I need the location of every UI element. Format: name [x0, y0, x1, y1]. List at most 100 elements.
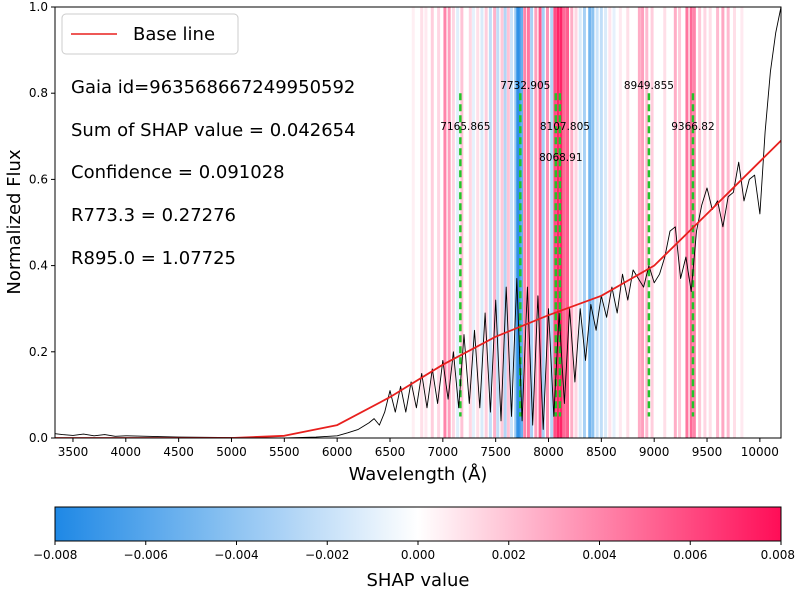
shap-band — [553, 7, 557, 438]
legend-baseline-label: Base line — [133, 24, 215, 45]
y-tick-label: 1.0 — [29, 0, 48, 14]
shap-band — [496, 7, 500, 438]
shap-band — [516, 7, 520, 438]
y-tick-label: 0.6 — [29, 172, 48, 186]
shap-band — [703, 7, 707, 438]
y-tick-label: 0.4 — [29, 259, 48, 273]
shap-band — [550, 7, 554, 438]
shap-band — [517, 7, 521, 438]
shap-band — [566, 7, 570, 438]
shap-band — [493, 7, 497, 438]
important-wavelength-label: 8949.855 — [624, 80, 674, 92]
shap-band — [637, 7, 641, 438]
x-tick-label: 9500 — [692, 445, 723, 459]
shap-band — [510, 7, 514, 438]
shap-band — [541, 7, 545, 438]
y-tick-label: 0.8 — [29, 86, 48, 100]
x-axis-ticks: 3500 4000 4500 5000 5500 6000 6500 7000 7500 8000… — [58, 438, 779, 459]
x-tick-label: 8500 — [586, 445, 617, 459]
shap-band — [506, 7, 510, 438]
shap-band — [456, 7, 460, 438]
colorbar-tick-label: −0.002 — [305, 548, 349, 562]
colorbar-tick-label: 0.006 — [673, 548, 707, 562]
shap-band — [471, 7, 475, 438]
baseline-curve — [55, 139, 781, 438]
shap-band — [480, 7, 484, 438]
legend-box — [61, 13, 239, 55]
shap-band — [692, 7, 696, 438]
shap-band — [523, 7, 527, 438]
shap-band — [451, 7, 455, 438]
shap-band — [514, 7, 518, 438]
colorbar-tick-label: −0.006 — [124, 548, 168, 562]
important-wavelength-label: 8107.805 — [540, 121, 590, 133]
shap-band — [641, 7, 645, 438]
x-tick-label: 5500 — [269, 445, 300, 459]
colorbar-tick-label: −0.004 — [214, 548, 258, 562]
shap-band — [604, 7, 608, 438]
shap-band — [726, 7, 730, 438]
shap-band — [721, 7, 725, 438]
shap-band — [618, 7, 622, 438]
shap-band — [733, 7, 737, 438]
shap-band — [500, 7, 504, 438]
shap-band — [650, 7, 654, 438]
annotation-r895: R895.0 = 1.07725 — [71, 248, 236, 269]
colorbar-tick-label: 0.004 — [582, 548, 616, 562]
shap-band — [520, 7, 524, 438]
shap-band — [476, 7, 480, 438]
shap-band — [460, 7, 464, 438]
shap-band — [678, 7, 682, 438]
colorbar: −0.008 −0.006 −0.004 −0.002 0.000 0.002 0.004 0… — [33, 506, 795, 591]
important-wavelength-label: 8068.91 — [539, 152, 582, 164]
important-wavelength-label: 7732.905 — [500, 80, 550, 92]
shap-band — [534, 7, 538, 438]
flux-spectrum-line — [55, 7, 781, 438]
colorbar-ticks: −0.008 −0.006 −0.004 −0.002 0.000 0.002 0.004 0… — [33, 541, 795, 562]
colorbar-tick-label: 0.008 — [761, 548, 795, 562]
shap-band — [673, 7, 677, 438]
shap-band — [411, 7, 415, 438]
shap-band — [559, 7, 563, 438]
shap-band — [424, 7, 428, 438]
shap-bands — [411, 7, 744, 438]
y-axis-label: Normalized Flux — [4, 149, 25, 295]
shap-band — [443, 7, 447, 438]
shap-band — [591, 7, 595, 438]
shap-band — [578, 7, 582, 438]
x-tick-label: 7000 — [428, 445, 459, 459]
y-tick-label: 0.2 — [29, 345, 48, 359]
shap-band — [556, 7, 560, 438]
series-layer — [55, 7, 781, 438]
shap-band — [574, 7, 578, 438]
shap-band — [612, 7, 616, 438]
annotation-gaia-id: Gaia id=963568667249950592 — [71, 77, 355, 98]
shap-band — [545, 7, 549, 438]
annotation-block: Gaia id=963568667249950592 Sum of SHAP v… — [71, 77, 356, 269]
annotation-shap-sum: Sum of SHAP value = 0.042654 — [71, 120, 356, 141]
shap-band — [663, 7, 667, 438]
shap-band — [484, 7, 488, 438]
shap-band — [420, 7, 424, 438]
important-wavelength-label: 9366.82 — [671, 121, 714, 133]
shap-band — [538, 7, 542, 438]
shap-band — [530, 7, 534, 438]
x-tick-label: 9000 — [639, 445, 670, 459]
x-tick-label: 8000 — [533, 445, 564, 459]
x-tick-label: 6000 — [322, 445, 353, 459]
colorbar-tick-label: 0.000 — [401, 548, 435, 562]
annotation-r773: R773.3 = 0.27276 — [71, 205, 236, 226]
shap-band — [708, 7, 712, 438]
shap-band — [503, 7, 507, 438]
shap-band — [608, 7, 612, 438]
shap-band — [626, 7, 630, 438]
important-wavelength-label: 7165.865 — [440, 121, 490, 133]
shap-band — [588, 7, 592, 438]
shap-band — [430, 7, 434, 438]
shap-band — [468, 7, 472, 438]
shap-band — [582, 7, 586, 438]
shap-band — [595, 7, 599, 438]
colorbar-tick-label: −0.008 — [33, 548, 77, 562]
shap-band — [740, 7, 744, 438]
